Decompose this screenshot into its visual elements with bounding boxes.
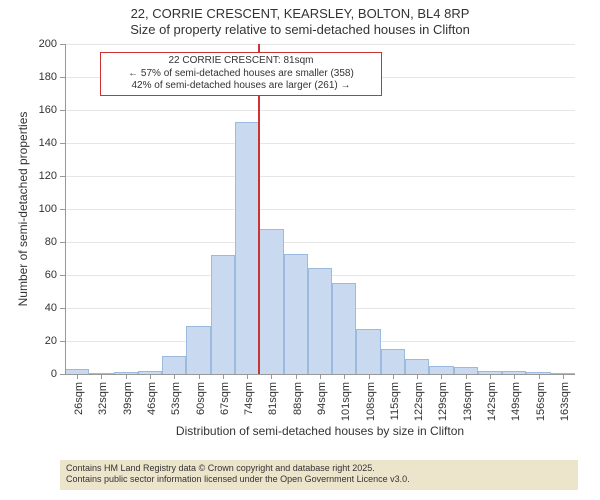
histogram-bar bbox=[429, 366, 453, 374]
y-axis bbox=[65, 44, 66, 374]
x-tick-label: 74sqm bbox=[243, 382, 255, 415]
footer-line: Contains HM Land Registry data © Crown c… bbox=[66, 463, 572, 474]
y-axis-label: Number of semi-detached properties bbox=[16, 44, 30, 374]
y-tick-label: 140 bbox=[39, 137, 65, 149]
gridline bbox=[65, 176, 575, 177]
histogram-bar bbox=[405, 359, 429, 374]
x-tick-label: 142sqm bbox=[486, 382, 498, 421]
histogram-bar bbox=[259, 229, 283, 374]
x-tick-label: 149sqm bbox=[510, 382, 522, 421]
histogram-bar bbox=[235, 122, 259, 374]
x-tick-label: 39sqm bbox=[122, 382, 134, 415]
x-tick-label: 81sqm bbox=[267, 382, 279, 415]
x-tick-label: 101sqm bbox=[340, 382, 352, 421]
gridline bbox=[65, 209, 575, 210]
histogram-bar bbox=[284, 254, 308, 374]
footer-attribution: Contains HM Land Registry data © Crown c… bbox=[60, 460, 578, 490]
y-tick-label: 80 bbox=[45, 236, 65, 248]
x-tick-label: 129sqm bbox=[437, 382, 449, 421]
y-tick-label: 60 bbox=[45, 269, 65, 281]
gridline bbox=[65, 110, 575, 111]
chart-title-line2: Size of property relative to semi-detach… bbox=[0, 22, 600, 37]
footer-line: Contains public sector information licen… bbox=[66, 474, 572, 485]
histogram-bar bbox=[211, 255, 235, 374]
chart-title-line1: 22, CORRIE CRESCENT, KEARSLEY, BOLTON, B… bbox=[0, 6, 600, 21]
histogram-bar bbox=[162, 356, 186, 374]
y-tick-label: 0 bbox=[51, 368, 65, 380]
y-tick-label: 120 bbox=[39, 170, 65, 182]
x-axis-label: Distribution of semi-detached houses by … bbox=[65, 424, 575, 438]
gridline bbox=[65, 44, 575, 45]
y-tick-label: 40 bbox=[45, 302, 65, 314]
x-tick-label: 156sqm bbox=[535, 382, 547, 421]
x-tick-label: 60sqm bbox=[195, 382, 207, 415]
gridline bbox=[65, 143, 575, 144]
x-axis bbox=[65, 374, 575, 375]
histogram-bar bbox=[332, 283, 356, 374]
x-tick-label: 88sqm bbox=[292, 382, 304, 415]
info-box-line: 22 CORRIE CRESCENT: 81sqm bbox=[105, 55, 377, 68]
x-tick-label: 136sqm bbox=[462, 382, 474, 421]
histogram-bar bbox=[381, 349, 405, 374]
x-tick-label: 94sqm bbox=[316, 382, 328, 415]
histogram-bar bbox=[186, 326, 210, 374]
x-tick-label: 46sqm bbox=[146, 382, 158, 415]
x-tick-label: 53sqm bbox=[170, 382, 182, 415]
info-box: 22 CORRIE CRESCENT: 81sqm← 57% of semi-d… bbox=[100, 52, 382, 96]
chart-container: 22, CORRIE CRESCENT, KEARSLEY, BOLTON, B… bbox=[0, 0, 600, 500]
y-tick-label: 180 bbox=[39, 71, 65, 83]
y-tick-label: 200 bbox=[39, 38, 65, 50]
x-tick-label: 115sqm bbox=[389, 382, 401, 420]
y-tick-label: 20 bbox=[45, 335, 65, 347]
gridline bbox=[65, 242, 575, 243]
x-tick-label: 108sqm bbox=[365, 382, 377, 421]
x-tick-label: 163sqm bbox=[559, 382, 571, 421]
histogram-bar bbox=[454, 367, 478, 374]
info-box-line: ← 57% of semi-detached houses are smalle… bbox=[105, 68, 377, 81]
x-tick-label: 122sqm bbox=[413, 382, 425, 421]
x-tick-label: 26sqm bbox=[73, 382, 85, 415]
x-tick-label: 67sqm bbox=[219, 382, 231, 415]
x-tick-label: 32sqm bbox=[97, 382, 109, 415]
y-tick-label: 100 bbox=[39, 203, 65, 215]
y-tick-label: 160 bbox=[39, 104, 65, 116]
histogram-bar bbox=[308, 268, 332, 374]
histogram-bar bbox=[356, 329, 380, 374]
info-box-line: 42% of semi-detached houses are larger (… bbox=[105, 80, 377, 93]
